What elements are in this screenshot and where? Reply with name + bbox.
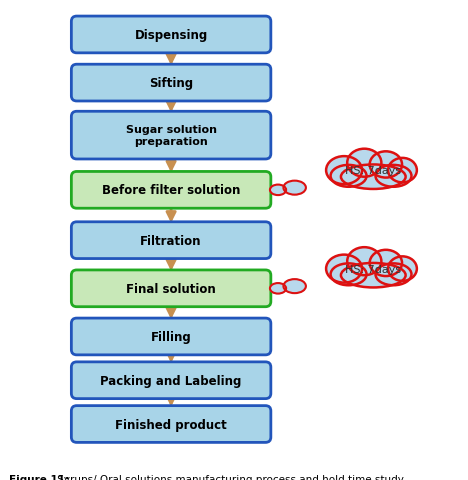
FancyBboxPatch shape — [71, 406, 271, 443]
Text: Before filter solution: Before filter solution — [102, 184, 240, 197]
Text: Dispensing: Dispensing — [134, 29, 208, 42]
FancyBboxPatch shape — [71, 318, 271, 355]
FancyBboxPatch shape — [71, 222, 271, 259]
Text: HS: 7days: HS: 7days — [345, 264, 402, 274]
Text: HS: 7days: HS: 7days — [345, 166, 402, 176]
Ellipse shape — [270, 284, 286, 294]
Ellipse shape — [388, 257, 417, 281]
Text: Syrups/ Oral solutions manufacturing process and hold time study
requirements.: Syrups/ Oral solutions manufacturing pro… — [54, 474, 404, 480]
Ellipse shape — [370, 250, 402, 276]
Ellipse shape — [284, 279, 306, 294]
Text: Packing and Labeling: Packing and Labeling — [101, 374, 242, 387]
Ellipse shape — [341, 165, 406, 190]
Ellipse shape — [326, 157, 362, 185]
FancyBboxPatch shape — [71, 270, 271, 307]
Text: Final solution: Final solution — [126, 282, 216, 295]
Ellipse shape — [270, 185, 286, 196]
Text: Filtration: Filtration — [140, 234, 202, 247]
Ellipse shape — [347, 248, 381, 276]
Ellipse shape — [375, 166, 411, 187]
FancyBboxPatch shape — [71, 362, 271, 399]
Text: Sugar solution
preparation: Sugar solution preparation — [125, 125, 217, 146]
Ellipse shape — [284, 181, 306, 195]
Text: Finished product: Finished product — [115, 418, 227, 431]
Ellipse shape — [375, 264, 411, 286]
Ellipse shape — [330, 166, 366, 187]
FancyBboxPatch shape — [71, 172, 271, 209]
Text: Sifting: Sifting — [149, 77, 193, 90]
Ellipse shape — [347, 149, 381, 177]
FancyBboxPatch shape — [71, 17, 271, 54]
Ellipse shape — [330, 264, 366, 286]
Text: Filling: Filling — [151, 330, 191, 343]
FancyBboxPatch shape — [71, 65, 271, 102]
Ellipse shape — [341, 264, 406, 288]
Text: Figure 11:: Figure 11: — [9, 474, 69, 480]
Ellipse shape — [326, 255, 362, 283]
FancyBboxPatch shape — [71, 112, 271, 160]
Ellipse shape — [388, 158, 417, 183]
Ellipse shape — [370, 152, 402, 178]
